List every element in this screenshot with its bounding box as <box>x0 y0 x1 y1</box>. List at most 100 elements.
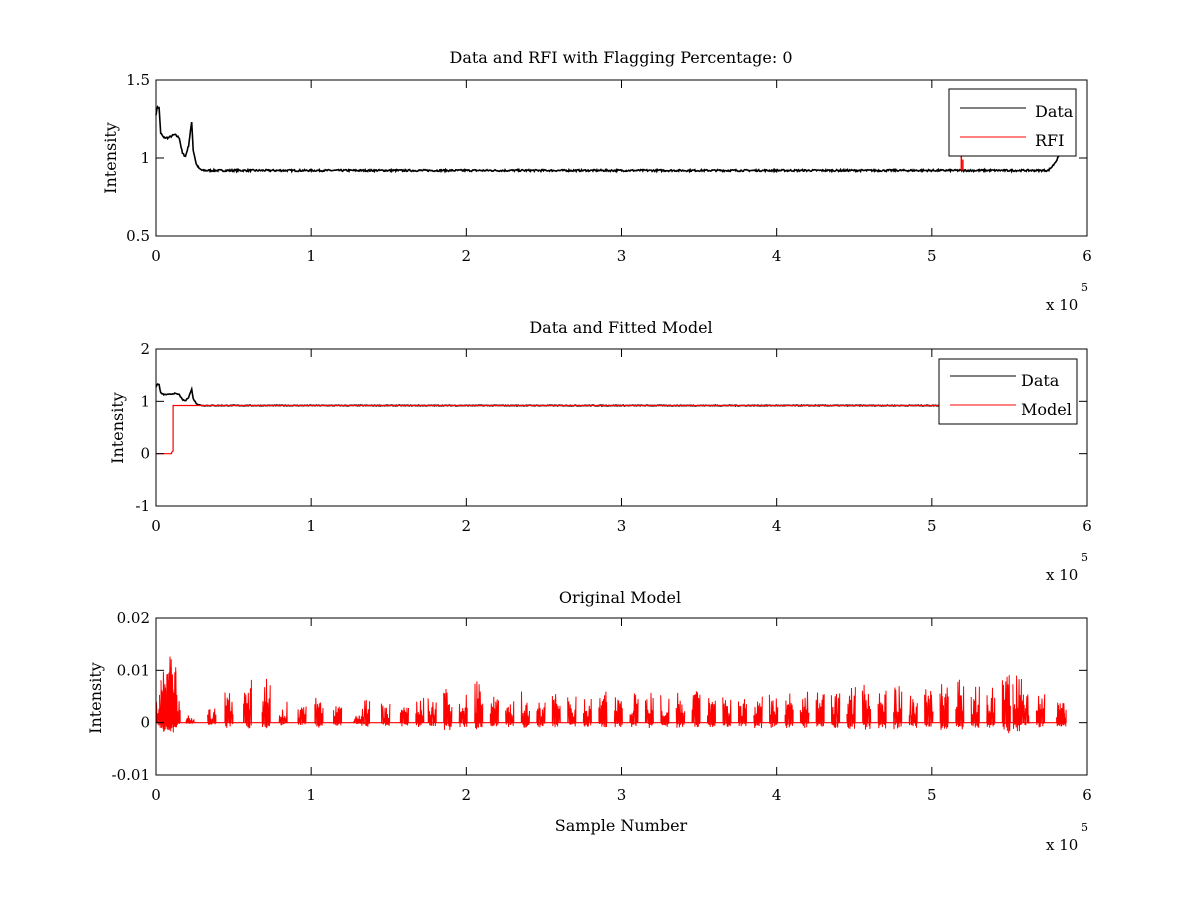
panel-2-legend-box <box>938 358 1078 425</box>
panel-1-x-multiplier: x 10 <box>1046 296 1078 314</box>
model-spike <box>1001 675 1011 734</box>
y-tick-label: 0 <box>140 445 150 463</box>
model-spike <box>243 679 252 729</box>
y-tick-label: 0 <box>140 714 150 732</box>
panel-2-x-multiplier-exponent: 5 <box>1081 551 1088 564</box>
panel-1-legend-data-label: Data <box>1035 102 1074 121</box>
panel-1-legend: Data RFI <box>948 88 1077 157</box>
model-spike <box>261 678 271 729</box>
model-spike <box>458 694 468 728</box>
panel-3-title: Original Model <box>559 588 681 607</box>
model-spike <box>185 715 195 725</box>
model-spike <box>582 698 592 727</box>
panel-2-x-multiplier: x 10 <box>1046 566 1078 584</box>
model-spike <box>861 684 872 730</box>
panel-2-plot-area <box>155 383 1057 455</box>
model-spike <box>353 715 363 724</box>
model-spike <box>613 697 623 728</box>
model-spike <box>474 681 484 730</box>
model-spike <box>970 686 980 728</box>
x-tick-label: 1 <box>306 786 316 804</box>
panel-1-legend-box <box>948 88 1077 157</box>
x-tick-label: 4 <box>772 517 782 535</box>
model-spike <box>536 702 546 728</box>
x-tick-label: 3 <box>617 786 627 804</box>
model-spike <box>660 695 670 727</box>
model-spike <box>360 699 371 727</box>
model-spike <box>224 692 234 728</box>
model-spike <box>567 696 577 727</box>
model-spike <box>297 706 307 725</box>
x-tick-label: 2 <box>462 517 472 535</box>
model-spike <box>380 703 391 726</box>
model-spike <box>505 701 515 727</box>
model-spike <box>314 697 324 728</box>
panel-1-title: Data and RFI with Flagging Percentage: 0 <box>449 48 792 67</box>
model-spike <box>846 687 856 729</box>
x-tick-label: 3 <box>617 247 627 265</box>
model-spike <box>1012 675 1022 732</box>
model-spike <box>399 707 409 727</box>
model-spike <box>1020 694 1030 726</box>
model-spike <box>629 693 639 728</box>
x-tick-label: 0 <box>151 247 161 265</box>
model-spike <box>924 689 934 727</box>
y-tick-label: 0.5 <box>126 227 150 245</box>
series-model-line <box>156 404 1056 455</box>
panel-3: Original Model Intensity 0 1 2 3 4 5 6-0.0100.… <box>86 588 1092 854</box>
x-tick-label: 0 <box>151 786 161 804</box>
model-spike <box>333 706 343 726</box>
panel-2-legend-data-label: Data <box>1021 371 1060 390</box>
model-spike <box>877 690 887 729</box>
model-spike <box>1035 694 1046 728</box>
x-tick-label: 5 <box>927 786 937 804</box>
x-tick-label: 6 <box>1082 247 1092 265</box>
y-tick-label: 1 <box>140 149 150 167</box>
panel-2-title: Data and Fitted Model <box>529 318 712 337</box>
model-spike <box>691 691 701 728</box>
model-spike <box>753 696 763 729</box>
model-spike <box>598 691 608 728</box>
model-spike <box>427 698 437 727</box>
y-tick-label: -1 <box>135 497 150 515</box>
y-tick-label: -0.01 <box>112 766 150 784</box>
model-spike <box>171 701 181 727</box>
panel-2-legend: Data Model <box>938 358 1078 425</box>
panel-3-x-multiplier: x 10 <box>1046 836 1078 854</box>
model-spike <box>768 694 779 728</box>
model-spike <box>986 687 996 728</box>
model-spike <box>278 701 288 726</box>
panel-3-plot-area <box>155 656 1067 734</box>
model-spike <box>815 692 825 727</box>
model-spike <box>489 696 499 727</box>
model-spike <box>955 679 965 730</box>
model-spike <box>830 693 841 729</box>
panel-1-ylabel: Intensity <box>101 122 120 194</box>
x-tick-label: 4 <box>772 247 782 265</box>
x-tick-label: 5 <box>927 247 937 265</box>
x-tick-label: 6 <box>1082 786 1092 804</box>
x-tick-label: 3 <box>617 517 627 535</box>
model-spike <box>799 691 810 729</box>
panel-3-x-multiplier-exponent: 5 <box>1081 821 1088 834</box>
panel-1-legend-rfi-label: RFI <box>1035 131 1064 150</box>
series-data-line <box>155 105 1060 174</box>
panel-1-ticks: 0 1 2 3 4 5 6 0.5 1 1.5 <box>126 71 1092 265</box>
x-tick-label: 0 <box>151 517 161 535</box>
model-spike <box>415 697 425 728</box>
panel-1: Data and RFI with Flagging Percentage: 0… <box>101 48 1092 314</box>
model-spike <box>520 691 530 728</box>
x-tick-label: 5 <box>927 517 937 535</box>
y-tick-label: 1.5 <box>126 71 150 89</box>
y-tick-label: 0.02 <box>117 609 150 627</box>
model-spike <box>939 684 949 730</box>
model-spike <box>168 659 178 733</box>
model-spike <box>908 695 918 728</box>
panel-1-x-multiplier-exponent: 5 <box>1081 281 1088 294</box>
panel-2-ylabel: Intensity <box>108 392 127 464</box>
x-tick-label: 1 <box>306 247 316 265</box>
model-spike <box>893 686 903 730</box>
x-tick-label: 2 <box>462 247 472 265</box>
